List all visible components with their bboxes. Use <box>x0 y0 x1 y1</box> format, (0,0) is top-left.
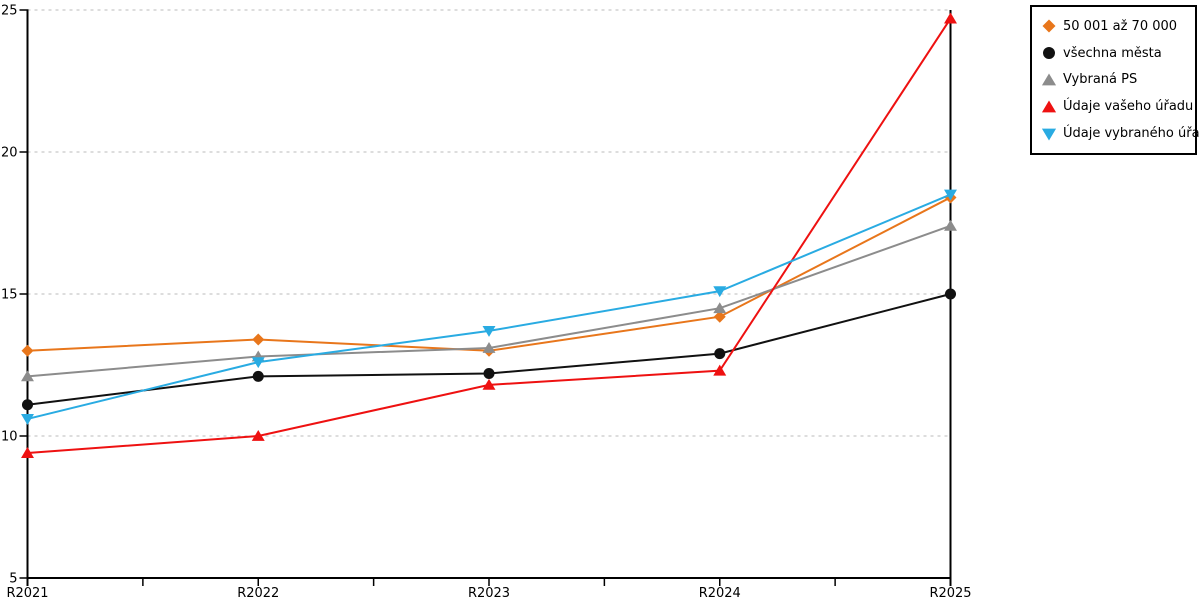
legend-label: všechna města <box>1063 45 1162 61</box>
triangle-up-marker-icon <box>482 378 496 390</box>
diamond-marker-icon <box>21 344 34 357</box>
legend-item: Vybraná PS <box>1042 73 1189 87</box>
series-Údaje vašeho úřadu <box>21 12 957 458</box>
triangle-up-marker-icon <box>1042 73 1056 87</box>
x-tick-label: R2023 <box>468 586 510 600</box>
triangle-down-marker-icon <box>713 286 727 298</box>
legend-item: všechna města <box>1042 46 1189 60</box>
triangle-up-marker-icon <box>713 364 727 376</box>
legend: 50 001 až 70 000 všechna města Vybraná P… <box>1030 5 1200 155</box>
triangle-down-marker-icon <box>1042 127 1056 141</box>
circle-marker-icon <box>944 288 957 300</box>
legend-label: Údaje vybraného úřadu <box>1063 126 1200 142</box>
series-všechna města <box>21 288 957 411</box>
legend-label: 50 001 až 70 000 <box>1063 18 1178 34</box>
legend-marker-glyph <box>1042 19 1056 33</box>
legend-label: Vybraná PS <box>1063 72 1138 88</box>
triangle-up-marker-icon <box>713 302 727 314</box>
triangle-up-marker-icon <box>21 370 34 382</box>
triangle-up-marker-icon <box>21 447 34 458</box>
circle-marker-icon <box>252 370 264 382</box>
y-tick-label: 5 <box>9 572 17 587</box>
circle-marker-icon <box>21 399 34 411</box>
triangle-up-marker-icon <box>1042 100 1056 113</box>
x-tick-label: R2022 <box>237 586 279 600</box>
y-tick-label: 20 <box>1 146 18 161</box>
triangle-up-marker-icon <box>944 12 957 24</box>
legend-marker-glyph <box>1042 100 1056 113</box>
x-tick-label: R2021 <box>6 586 48 600</box>
triangle-down-marker-icon <box>482 326 496 337</box>
x-tick-label: R2025 <box>929 586 971 600</box>
y-tick-label: 15 <box>1 288 18 303</box>
diamond-marker-icon <box>252 333 265 346</box>
legend-marker-glyph <box>1043 47 1055 60</box>
triangle-up-marker-icon <box>482 341 496 353</box>
circle-marker-icon <box>1043 47 1055 60</box>
triangle-down-marker-icon <box>1042 128 1056 141</box>
series-Údaje vybraného úřadu <box>21 189 957 425</box>
triangle-up-marker-icon <box>251 430 265 441</box>
diamond-marker-icon <box>1042 19 1056 33</box>
triangle-down-marker-icon <box>21 414 34 425</box>
triangle-down-marker-icon <box>251 357 265 369</box>
triangle-up-marker-icon <box>1042 100 1056 114</box>
circle-marker-icon <box>483 368 495 380</box>
triangle-up-marker-icon <box>1042 73 1056 86</box>
triangle-down-marker-icon <box>944 189 957 201</box>
x-tick-label: R2024 <box>699 586 741 600</box>
legend-marker-glyph <box>1042 128 1056 141</box>
diamond-marker-icon <box>1042 19 1056 33</box>
legend-item: 50 001 až 70 000 <box>1042 19 1189 33</box>
legend-label: Údaje vašeho úřadu <box>1063 99 1194 115</box>
y-tick-label: 10 <box>1 430 18 445</box>
legend-item: Údaje vašeho úřadu <box>1042 100 1193 114</box>
series-Vybraná PS <box>21 219 957 382</box>
legend-item: Údaje vybraného úřadu <box>1042 127 1200 141</box>
circle-marker-icon <box>1042 46 1056 60</box>
diamond-marker-icon <box>713 310 726 323</box>
legend-marker-glyph <box>1042 73 1056 86</box>
y-tick-label: 25 <box>1 4 18 19</box>
triangle-up-marker-icon <box>944 219 957 231</box>
circle-marker-icon <box>714 348 726 360</box>
